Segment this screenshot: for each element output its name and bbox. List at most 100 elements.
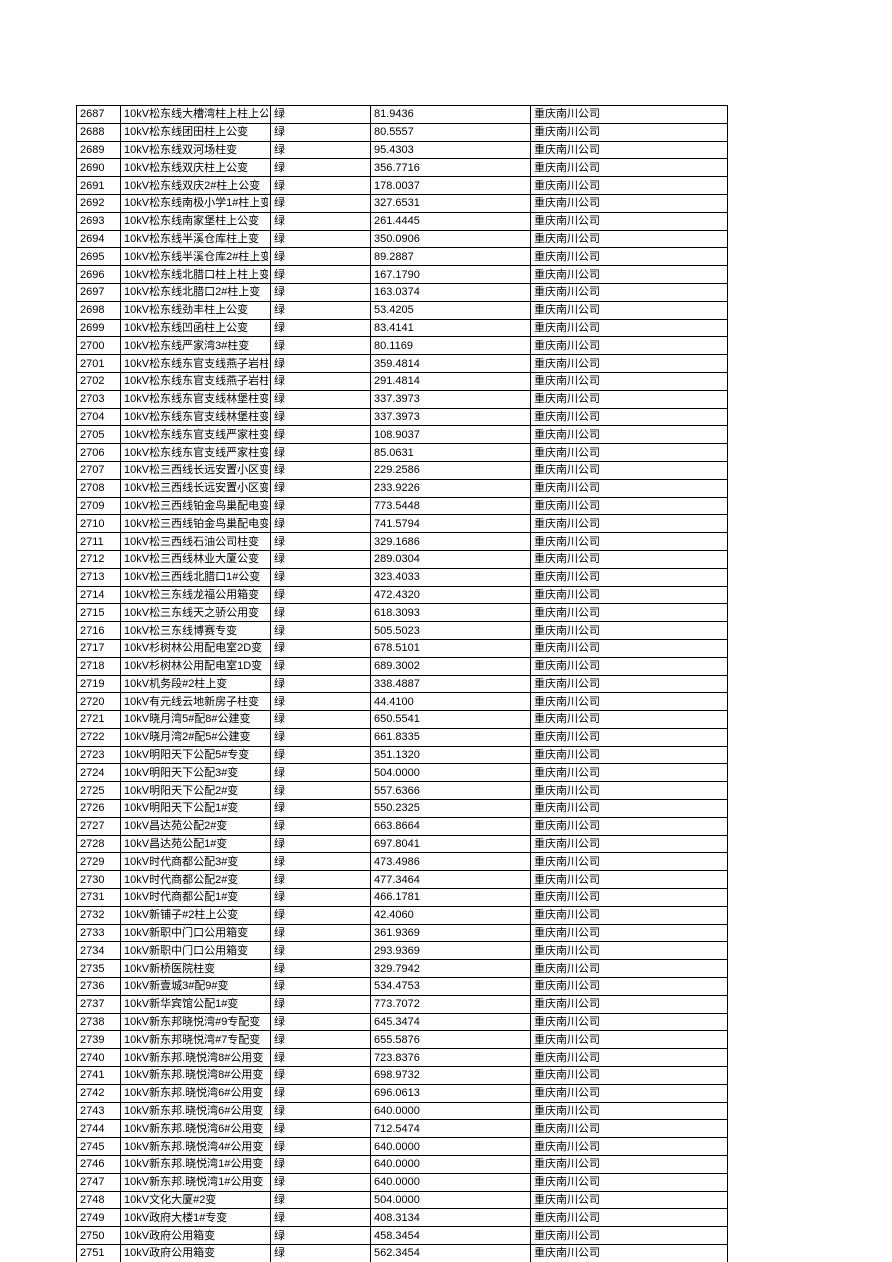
table-row[interactable]: 2723 10kV明阳天下公配5#专变 绿 351.1320 重庆南川公司 <box>76 745 728 765</box>
table-row[interactable]: 2687 10kV松东线大槽湾柱上柱上公变绿 81.9436 重庆南川公司 <box>76 105 728 124</box>
table-row[interactable]: 2748 10kV文化大厦#2变 绿 504.0000 重庆南川公司 <box>76 1190 728 1210</box>
table-row[interactable]: 2691 10kV松东线双庆2#柱上公变绿 178.0037 重庆南川公司 <box>76 176 728 195</box>
table-row[interactable]: 2713 10kV松三西线北腊口1#公变绿 323.4033 重庆南川公司 <box>76 567 728 587</box>
cell-row-id-text: 2704 <box>80 410 105 423</box>
cell-value-text: 233.9226 <box>374 482 420 495</box>
cell-row-id: 2689 <box>76 140 121 160</box>
table-row[interactable]: 2725 10kV明阳天下公配2#变 绿 557.6366 重庆南川公司 <box>76 781 728 801</box>
table-row[interactable]: 2693 10kV松东线南家堡柱上公变 绿 261.4445 重庆南川公司 <box>76 211 728 231</box>
table-row[interactable]: 2692 10kV松东线南极小学1#柱上变绿 327.6531 重庆南川公司 <box>76 193 728 213</box>
table-row[interactable]: 2727 10kV昌达苑公配2#变 绿 663.8664 重庆南川公司 <box>76 816 728 836</box>
table-row[interactable]: 2724 10kV明阳天下公配3#变 绿 504.0000 重庆南川公司 <box>76 763 728 783</box>
cell-company-text: 重庆南川公司 <box>534 1051 600 1064</box>
table-row[interactable]: 2733 10kV新职中门口公用箱变 绿 361.9369 重庆南川公司 <box>76 923 728 943</box>
cell-company: 重庆南川公司 <box>530 1101 728 1121</box>
table-row[interactable]: 2709 10kV松三西线铂金鸟巢配电变绿 773.5448 重庆南川公司 <box>76 496 728 516</box>
cell-equipment-name: 10kV松东线东官支线林堡柱变 <box>120 407 271 427</box>
table-row[interactable]: 2738 10kV新东邦晓悦湾#9专配变绿 645.3474 重庆南川公司 <box>76 1012 728 1032</box>
table-row[interactable]: 2702 10kV松东线东官支线燕子岩柱变绿 291.4814 重庆南川公司 <box>76 371 728 391</box>
cell-row-id: 2744 <box>76 1119 121 1139</box>
cell-row-id-text: 2722 <box>80 731 105 744</box>
table-row[interactable]: 2711 10kV松三西线石油公司柱变 绿 329.1686 重庆南川公司 <box>76 532 728 551</box>
cell-company-text: 重庆南川公司 <box>534 143 600 156</box>
cell-equipment-name: 10kV晓月湾5#配8#公建变 <box>120 710 271 729</box>
table-row[interactable]: 2697 10kV松东线北腊口2#柱上变绿 163.0374 重庆南川公司 <box>76 282 728 302</box>
table-row[interactable]: 2750 10kV政府公用箱变 绿 458.3454 重庆南川公司 <box>76 1226 728 1245</box>
table-row[interactable]: 2718 10kV杉树林公用配电室1D变绿 689.3002 重庆南川公司 <box>76 656 728 676</box>
table-row[interactable]: 2751 10kV政府公用箱变 绿 562.3454 重庆南川公司 <box>76 1244 728 1262</box>
table-row[interactable]: 2743 10kV新东邦.晓悦湾6#公用变绿 640.0000 重庆南川公司 <box>76 1101 728 1121</box>
table-row[interactable]: 2690 10kV松东线双庆柱上公变 绿 356.7716 重庆南川公司 <box>76 158 728 178</box>
cell-equipment-name: 10kV松东线南家堡柱上公变 <box>120 211 271 231</box>
table-row[interactable]: 2747 10kV新东邦.晓悦湾1#公用变绿 640.0000 重庆南川公司 <box>76 1172 728 1192</box>
cell-company-text: 重庆南川公司 <box>534 713 600 726</box>
cell-status-text: 绿 <box>274 677 285 690</box>
cell-row-id-text: 2703 <box>80 393 105 406</box>
table-row[interactable]: 2722 10kV晓月湾2#配5#公建变 绿 661.8335 重庆南川公司 <box>76 727 728 747</box>
table-row[interactable]: 2696 10kV松东线北腊口柱上柱上变绿 167.1790 重庆南川公司 <box>76 265 728 284</box>
table-row[interactable]: 2703 10kV松东线东官支线林堡柱变绿 337.3973 重庆南川公司 <box>76 389 728 409</box>
cell-equipment-name: 10kV松东线东官支线燕子岩柱变 <box>120 371 271 391</box>
table-row[interactable]: 2698 10kV松东线劲丰柱上公变 绿 53.4205 重庆南川公司 <box>76 300 728 320</box>
table-row[interactable]: 2706 10kV松东线东官支线严家柱变绿 85.0631 重庆南川公司 <box>76 443 728 462</box>
table-row[interactable]: 2735 10kV新桥医院柱变 绿 329.7942 重庆南川公司 <box>76 959 728 979</box>
table-row[interactable]: 2701 10kV松东线东官支线燕子岩柱变绿 359.4814 重庆南川公司 <box>76 354 728 373</box>
table-row[interactable]: 2732 10kV新铺子#2柱上公变 绿 42.4060 重庆南川公司 <box>76 905 728 925</box>
table-row[interactable]: 2714 10kV松三东线龙福公用箱变 绿 472.4320 重庆南川公司 <box>76 585 728 605</box>
table-row[interactable]: 2705 10kV松东线东官支线严家柱变绿 108.9037 重庆南川公司 <box>76 425 728 445</box>
cell-value-text: 337.3973 <box>374 410 420 423</box>
table-row[interactable]: 2749 10kV政府大楼1#专变 绿 408.3134 重庆南川公司 <box>76 1208 728 1228</box>
table-row[interactable]: 2712 10kV松三西线林业大厦公变 绿 289.0304 重庆南川公司 <box>76 549 728 569</box>
table-row[interactable]: 2726 10kV明阳天下公配1#变 绿 550.2325 重庆南川公司 <box>76 799 728 818</box>
table-row[interactable]: 2734 10kV新职中门口公用箱变 绿 293.9369 重庆南川公司 <box>76 941 728 961</box>
cell-status-text: 绿 <box>274 108 285 121</box>
table-row[interactable]: 2737 10kV新华宾馆公配1#变 绿 773.7072 重庆南川公司 <box>76 994 728 1014</box>
table-row[interactable]: 2719 10kV机务段#2柱上变 绿 338.4887 重庆南川公司 <box>76 674 728 694</box>
table-row[interactable]: 2715 10kV松三东线天之骄公用变 绿 618.3093 重庆南川公司 <box>76 603 728 623</box>
table-row[interactable]: 2689 10kV松东线双河场柱变 绿 95.4303 重庆南川公司 <box>76 140 728 160</box>
table-row[interactable]: 2740 10kV新东邦.晓悦湾8#公用变绿 723.8376 重庆南川公司 <box>76 1048 728 1068</box>
cell-row-id: 2723 <box>76 745 121 765</box>
table-row[interactable]: 2721 10kV晓月湾5#配8#公建变 绿 650.5541 重庆南川公司 <box>76 710 728 729</box>
table-row[interactable]: 2699 10kV松东线凹函柱上公变 绿 83.4141 重庆南川公司 <box>76 318 728 338</box>
table-row[interactable]: 2688 10kV松东线团田柱上公变 绿 80.5557 重庆南川公司 <box>76 122 728 142</box>
cell-status-text: 绿 <box>274 891 285 904</box>
cell-row-id-text: 2737 <box>80 998 105 1011</box>
cell-value: 289.0304 <box>370 549 531 569</box>
cell-equipment-name-text: 10kV有元线云地新房子柱变 <box>124 695 260 708</box>
table-row[interactable]: 2746 10kV新东邦.晓悦湾1#公用变绿 640.0000 重庆南川公司 <box>76 1155 728 1174</box>
cell-value: 477.3464 <box>370 870 531 890</box>
cell-company-text: 重庆南川公司 <box>534 962 600 975</box>
table-row[interactable]: 2708 10kV松三西线长远安置小区变绿 233.9226 重庆南川公司 <box>76 478 728 498</box>
table-row[interactable]: 2707 10kV松三西线长远安置小区变绿 229.2586 重庆南川公司 <box>76 460 728 480</box>
cell-value: 293.9369 <box>370 941 531 961</box>
cell-company-text: 重庆南川公司 <box>534 909 600 922</box>
table-row[interactable]: 2745 10kV新东邦.晓悦湾4#公用变绿 640.0000 重庆南川公司 <box>76 1137 728 1157</box>
cell-company: 重庆南川公司 <box>530 549 728 569</box>
cell-value: 723.8376 <box>370 1048 531 1068</box>
table-row[interactable]: 2731 10kV时代商都公配1#变 绿 466.1781 重庆南川公司 <box>76 888 728 907</box>
table-row[interactable]: 2710 10kV松三西线铂金鸟巢配电变绿 741.5794 重庆南川公司 <box>76 514 728 534</box>
cell-equipment-name: 10kV新铺子#2柱上公变 <box>120 905 271 925</box>
table-row[interactable]: 2730 10kV时代商都公配2#变 绿 477.3464 重庆南川公司 <box>76 870 728 890</box>
cell-row-id: 2697 <box>76 282 121 302</box>
table-row[interactable]: 2717 10kV杉树林公用配电室2D变绿 678.5101 重庆南川公司 <box>76 638 728 658</box>
cell-status: 绿 <box>270 888 371 907</box>
table-row[interactable]: 2739 10kV新东邦晓悦湾#7专配变绿 655.5876 重庆南川公司 <box>76 1030 728 1050</box>
table-row[interactable]: 2736 10kV新壹城3#配9#变 绿 534.4753 重庆南川公司 <box>76 977 728 996</box>
table-row[interactable]: 2695 10kV松东线半溪仓库2#柱上变绿 89.2887 重庆南川公司 <box>76 247 728 267</box>
table-row[interactable]: 2716 10kV松三东线博赛专变 绿 505.5023 重庆南川公司 <box>76 621 728 640</box>
table-row[interactable]: 2728 10kV昌达苑公配1#变 绿 697.8041 重庆南川公司 <box>76 834 728 854</box>
table-row[interactable]: 2742 10kV新东邦.晓悦湾6#公用变绿 696.0613 重庆南川公司 <box>76 1083 728 1103</box>
table-row[interactable]: 2720 10kV有元线云地新房子柱变 绿 44.4100 重庆南川公司 <box>76 692 728 712</box>
table-row[interactable]: 2729 10kV时代商都公配3#变 绿 473.4986 重庆南川公司 <box>76 852 728 872</box>
cell-row-id: 2707 <box>76 460 121 480</box>
table-row[interactable]: 2694 10kV松东线半溪仓库柱上变 绿 350.0906 重庆南川公司 <box>76 229 728 249</box>
cell-company: 重庆南川公司 <box>530 1083 728 1103</box>
table-row[interactable]: 2741 10kV新东邦.晓悦湾8#公用变绿 698.9732 重庆南川公司 <box>76 1066 728 1085</box>
cell-equipment-name-text: 10kV政府大楼1#专变 <box>124 1211 228 1224</box>
table-row[interactable]: 2704 10kV松东线东官支线林堡柱变绿 337.3973 重庆南川公司 <box>76 407 728 427</box>
table-row[interactable]: 2744 10kV新东邦.晓悦湾6#公用变绿 712.5474 重庆南川公司 <box>76 1119 728 1139</box>
table-row[interactable]: 2700 10kV松东线严家湾3#柱变 绿 80.1169 重庆南川公司 <box>76 336 728 356</box>
cell-equipment-name: 10kV松东线北腊口柱上柱上变 <box>120 265 271 284</box>
